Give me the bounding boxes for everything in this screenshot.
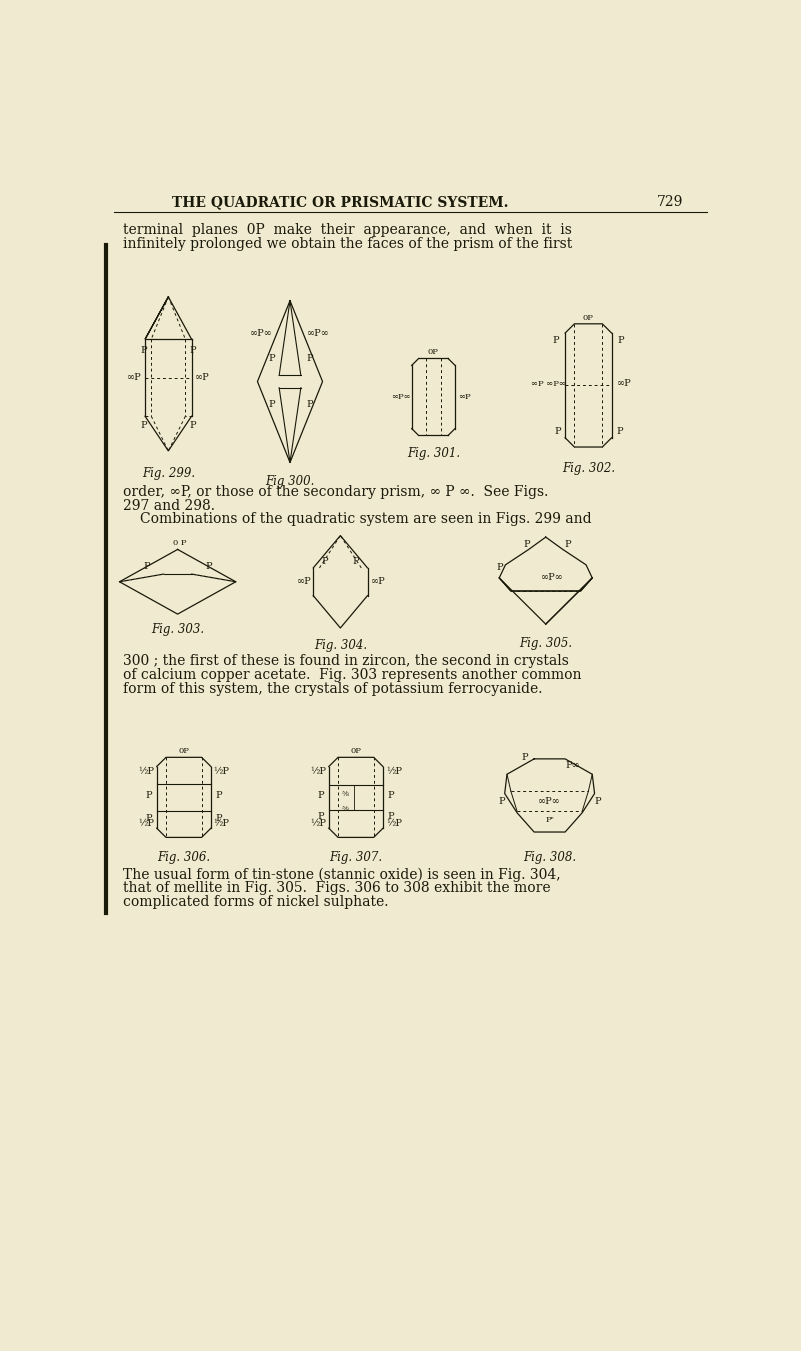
Text: P: P [146,790,152,800]
Text: infinitely prolonged we obtain the faces of the prism of the first: infinitely prolonged we obtain the faces… [123,236,573,251]
Text: P: P [594,797,601,805]
Text: Fig. 306.: Fig. 306. [157,851,211,863]
Text: P: P [318,790,324,800]
Text: ∞P: ∞P [195,373,210,382]
Text: Fig. 302.: Fig. 302. [562,462,615,476]
Text: 0 P: 0 P [173,539,187,547]
Text: P: P [306,354,312,363]
Text: P: P [269,354,276,363]
Text: ⅜: ⅜ [341,805,348,813]
Text: P: P [318,812,324,821]
Text: order, ∞P, or those of the secondary prism, ∞ P ∞.  See Figs.: order, ∞P, or those of the secondary pri… [123,485,549,499]
Text: ∞P: ∞P [617,380,631,388]
Text: ½P: ½P [386,819,402,828]
Text: 729: 729 [657,195,683,209]
Text: form of this system, the crystals of potassium ferrocyanide.: form of this system, the crystals of pot… [123,682,543,696]
Text: P: P [523,540,529,550]
Text: 0P: 0P [351,747,361,755]
Text: complicated forms of nickel sulphate.: complicated forms of nickel sulphate. [123,896,388,909]
Text: ⅜: ⅜ [341,789,348,797]
Text: Fig. 303.: Fig. 303. [151,623,204,636]
Text: P: P [496,563,502,573]
Text: P: P [388,812,394,821]
Text: ½P: ½P [386,766,402,775]
Text: ∞P: ∞P [127,373,142,382]
Text: 0P: 0P [583,313,594,322]
Text: 0P: 0P [179,747,189,755]
Text: ∞P∞: ∞P∞ [541,573,563,582]
Text: P: P [616,427,622,436]
Text: Fig. 307.: Fig. 307. [329,851,382,863]
Text: ∞P ∞P∞: ∞P ∞P∞ [530,380,566,388]
Text: P: P [498,797,505,805]
Text: P: P [618,336,624,346]
Text: ½P: ½P [138,766,154,775]
Text: P: P [146,815,152,823]
Text: P: P [352,557,359,566]
Text: ½P: ½P [214,819,230,828]
Text: Fig. 305.: Fig. 305. [519,636,572,650]
Text: 0P: 0P [428,349,439,357]
Text: ½P: ½P [214,766,230,775]
Text: ½P: ½P [138,819,154,828]
Text: P: P [215,790,222,800]
Text: ∞P∞: ∞P∞ [250,330,273,338]
Text: P: P [140,422,147,430]
Text: ½P: ½P [310,766,326,775]
Text: P: P [140,346,147,355]
Text: that of mellite in Fig. 305.  Figs. 306 to 308 exhibit the more: that of mellite in Fig. 305. Figs. 306 t… [123,881,551,896]
Text: P: P [205,562,212,571]
Text: ∞P: ∞P [458,393,471,401]
Text: ½P: ½P [310,819,326,828]
Text: P: P [564,540,571,550]
Text: The usual form of tin-stone (stannic oxide) is seen in Fig. 304,: The usual form of tin-stone (stannic oxi… [123,867,561,882]
Text: Fig. 308.: Fig. 308. [523,851,576,863]
Text: of calcium copper acetate.  Fig. 303 represents another common: of calcium copper acetate. Fig. 303 repr… [123,667,582,682]
Text: P: P [190,346,196,355]
Text: P: P [306,400,312,409]
Text: Pᵉ: Pᵉ [545,816,554,824]
Text: P: P [553,336,559,346]
Text: P: P [269,400,276,409]
Text: P: P [190,422,196,430]
Text: P: P [521,753,528,762]
Text: Fig 300.: Fig 300. [265,476,315,488]
Text: Fig. 299.: Fig. 299. [142,467,195,481]
Text: P: P [388,790,394,800]
Text: P: P [215,815,222,823]
Text: Combinations of the quadratic system are seen in Figs. 299 and: Combinations of the quadratic system are… [140,512,592,527]
Text: ∞P: ∞P [371,577,386,586]
Text: P: P [554,427,561,436]
Text: P: P [321,557,328,566]
Text: ∞P: ∞P [296,577,312,586]
Text: 300 ; the first of these is found in zircon, the second in crystals: 300 ; the first of these is found in zir… [123,654,570,669]
Text: P∞: P∞ [566,761,580,770]
Text: ∞P∞: ∞P∞ [538,797,561,805]
Text: 297 and 298.: 297 and 298. [123,499,215,512]
Text: terminal  planes  0P  make  their  appearance,  and  when  it  is: terminal planes 0P make their appearance… [123,223,572,236]
Text: THE QUADRATIC OR PRISMATIC SYSTEM.: THE QUADRATIC OR PRISMATIC SYSTEM. [172,195,509,209]
Text: Fig. 301.: Fig. 301. [407,447,460,459]
Text: ∞P∞: ∞P∞ [308,330,330,338]
Text: P: P [143,562,150,571]
Text: Fig. 304.: Fig. 304. [314,639,367,653]
Text: ∞P∞: ∞P∞ [391,393,411,401]
